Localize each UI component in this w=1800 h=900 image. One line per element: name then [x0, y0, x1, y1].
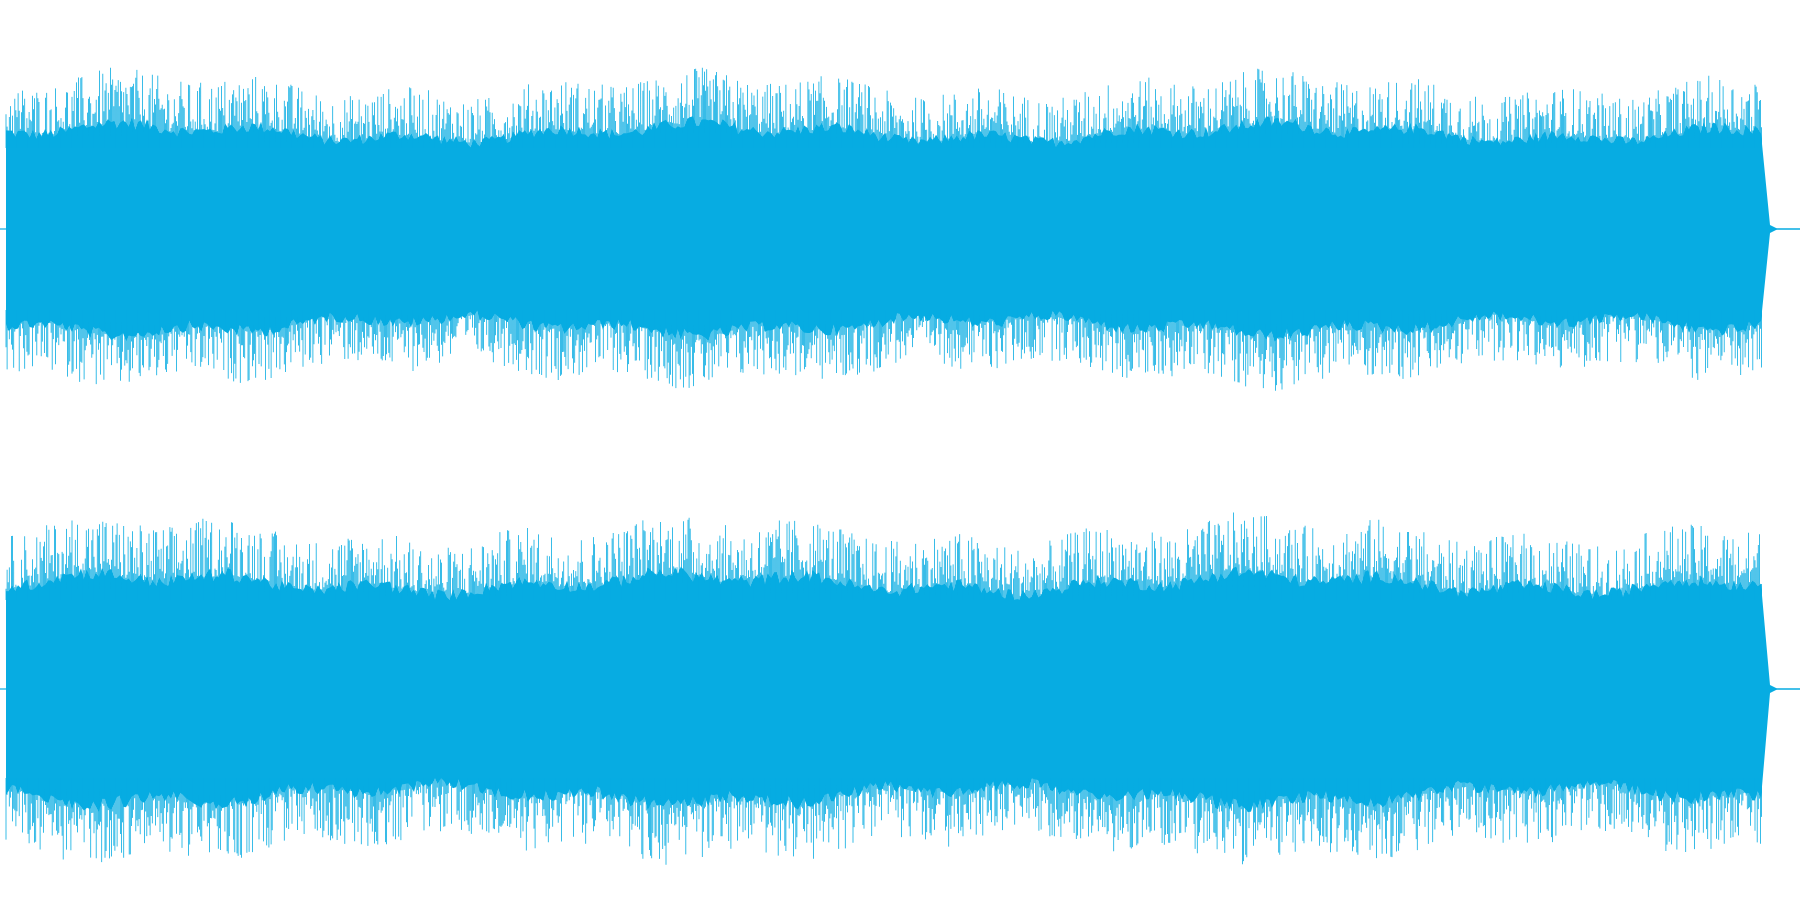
waveform-spikes: [5, 67, 1762, 391]
waveform-core: [6, 566, 1778, 813]
waveform-spikes: [5, 512, 1762, 865]
waveform-core: [6, 116, 1778, 342]
